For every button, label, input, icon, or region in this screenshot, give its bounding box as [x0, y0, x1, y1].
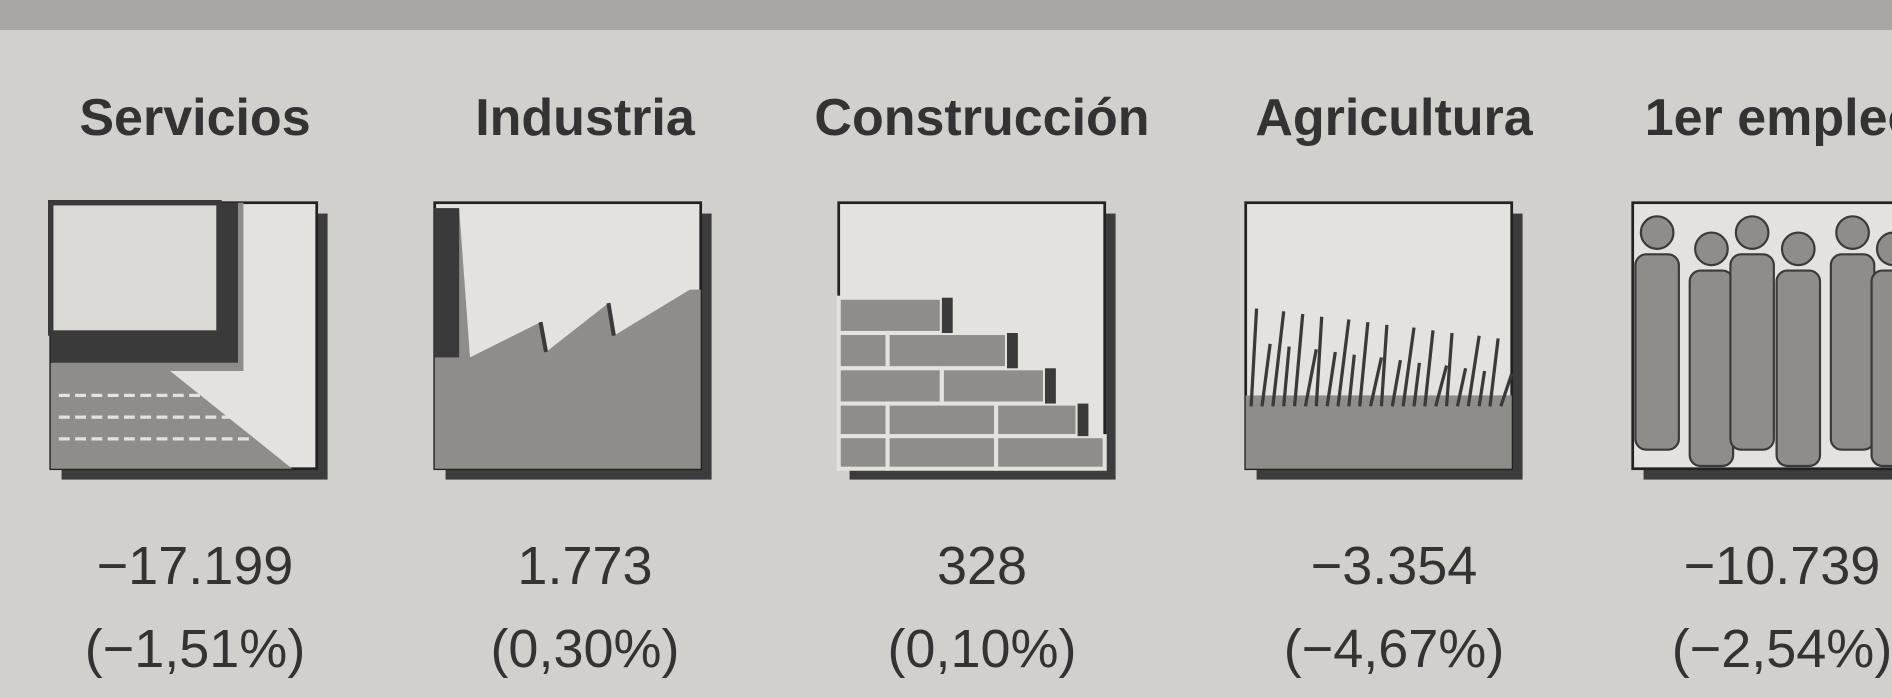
change-percent: (0,10%): [812, 618, 1152, 680]
sector-column: 1er empleo −10.739 (−2,54%): [1612, 0, 1892, 698]
icon: [1243, 200, 1528, 485]
sector-column: Construcción 328 (0,10%): [812, 0, 1232, 698]
change-value: 328: [812, 535, 1152, 597]
sector-icon: [1630, 200, 1892, 485]
sector-column: Agricultura −3.354 (−4,67%): [1224, 0, 1644, 698]
sector-label: Agricultura: [1224, 88, 1564, 148]
sector-icon: [48, 200, 333, 485]
sector-label: Construcción: [812, 88, 1152, 148]
sector-icon: [1243, 200, 1528, 485]
change-percent: (−2,54%): [1612, 618, 1892, 680]
change-value: −17.199: [25, 535, 365, 597]
change-value: −3.354: [1224, 535, 1564, 597]
infographic: Servicios −17.199 (−1,51%) Industria 1.773…: [0, 0, 1892, 698]
change-value: −10.739: [1612, 535, 1892, 597]
sector-label: 1er empleo: [1612, 88, 1892, 148]
icon: [836, 200, 1121, 485]
sector-label: Industria: [415, 88, 755, 148]
change-value: 1.773: [415, 535, 755, 597]
change-percent: (−4,67%): [1224, 618, 1564, 680]
change-percent: (−1,51%): [25, 618, 365, 680]
sector-icon: [432, 200, 717, 485]
change-percent: (0,30%): [415, 618, 755, 680]
sector-column: Servicios −17.199 (−1,51%): [25, 0, 445, 698]
sector-icon: [836, 200, 1121, 485]
icon: [48, 200, 333, 485]
icon: [1630, 200, 1892, 485]
sector-column: Industria 1.773 (0,30%): [415, 0, 835, 698]
icon: [432, 200, 717, 485]
sector-label: Servicios: [25, 88, 365, 148]
